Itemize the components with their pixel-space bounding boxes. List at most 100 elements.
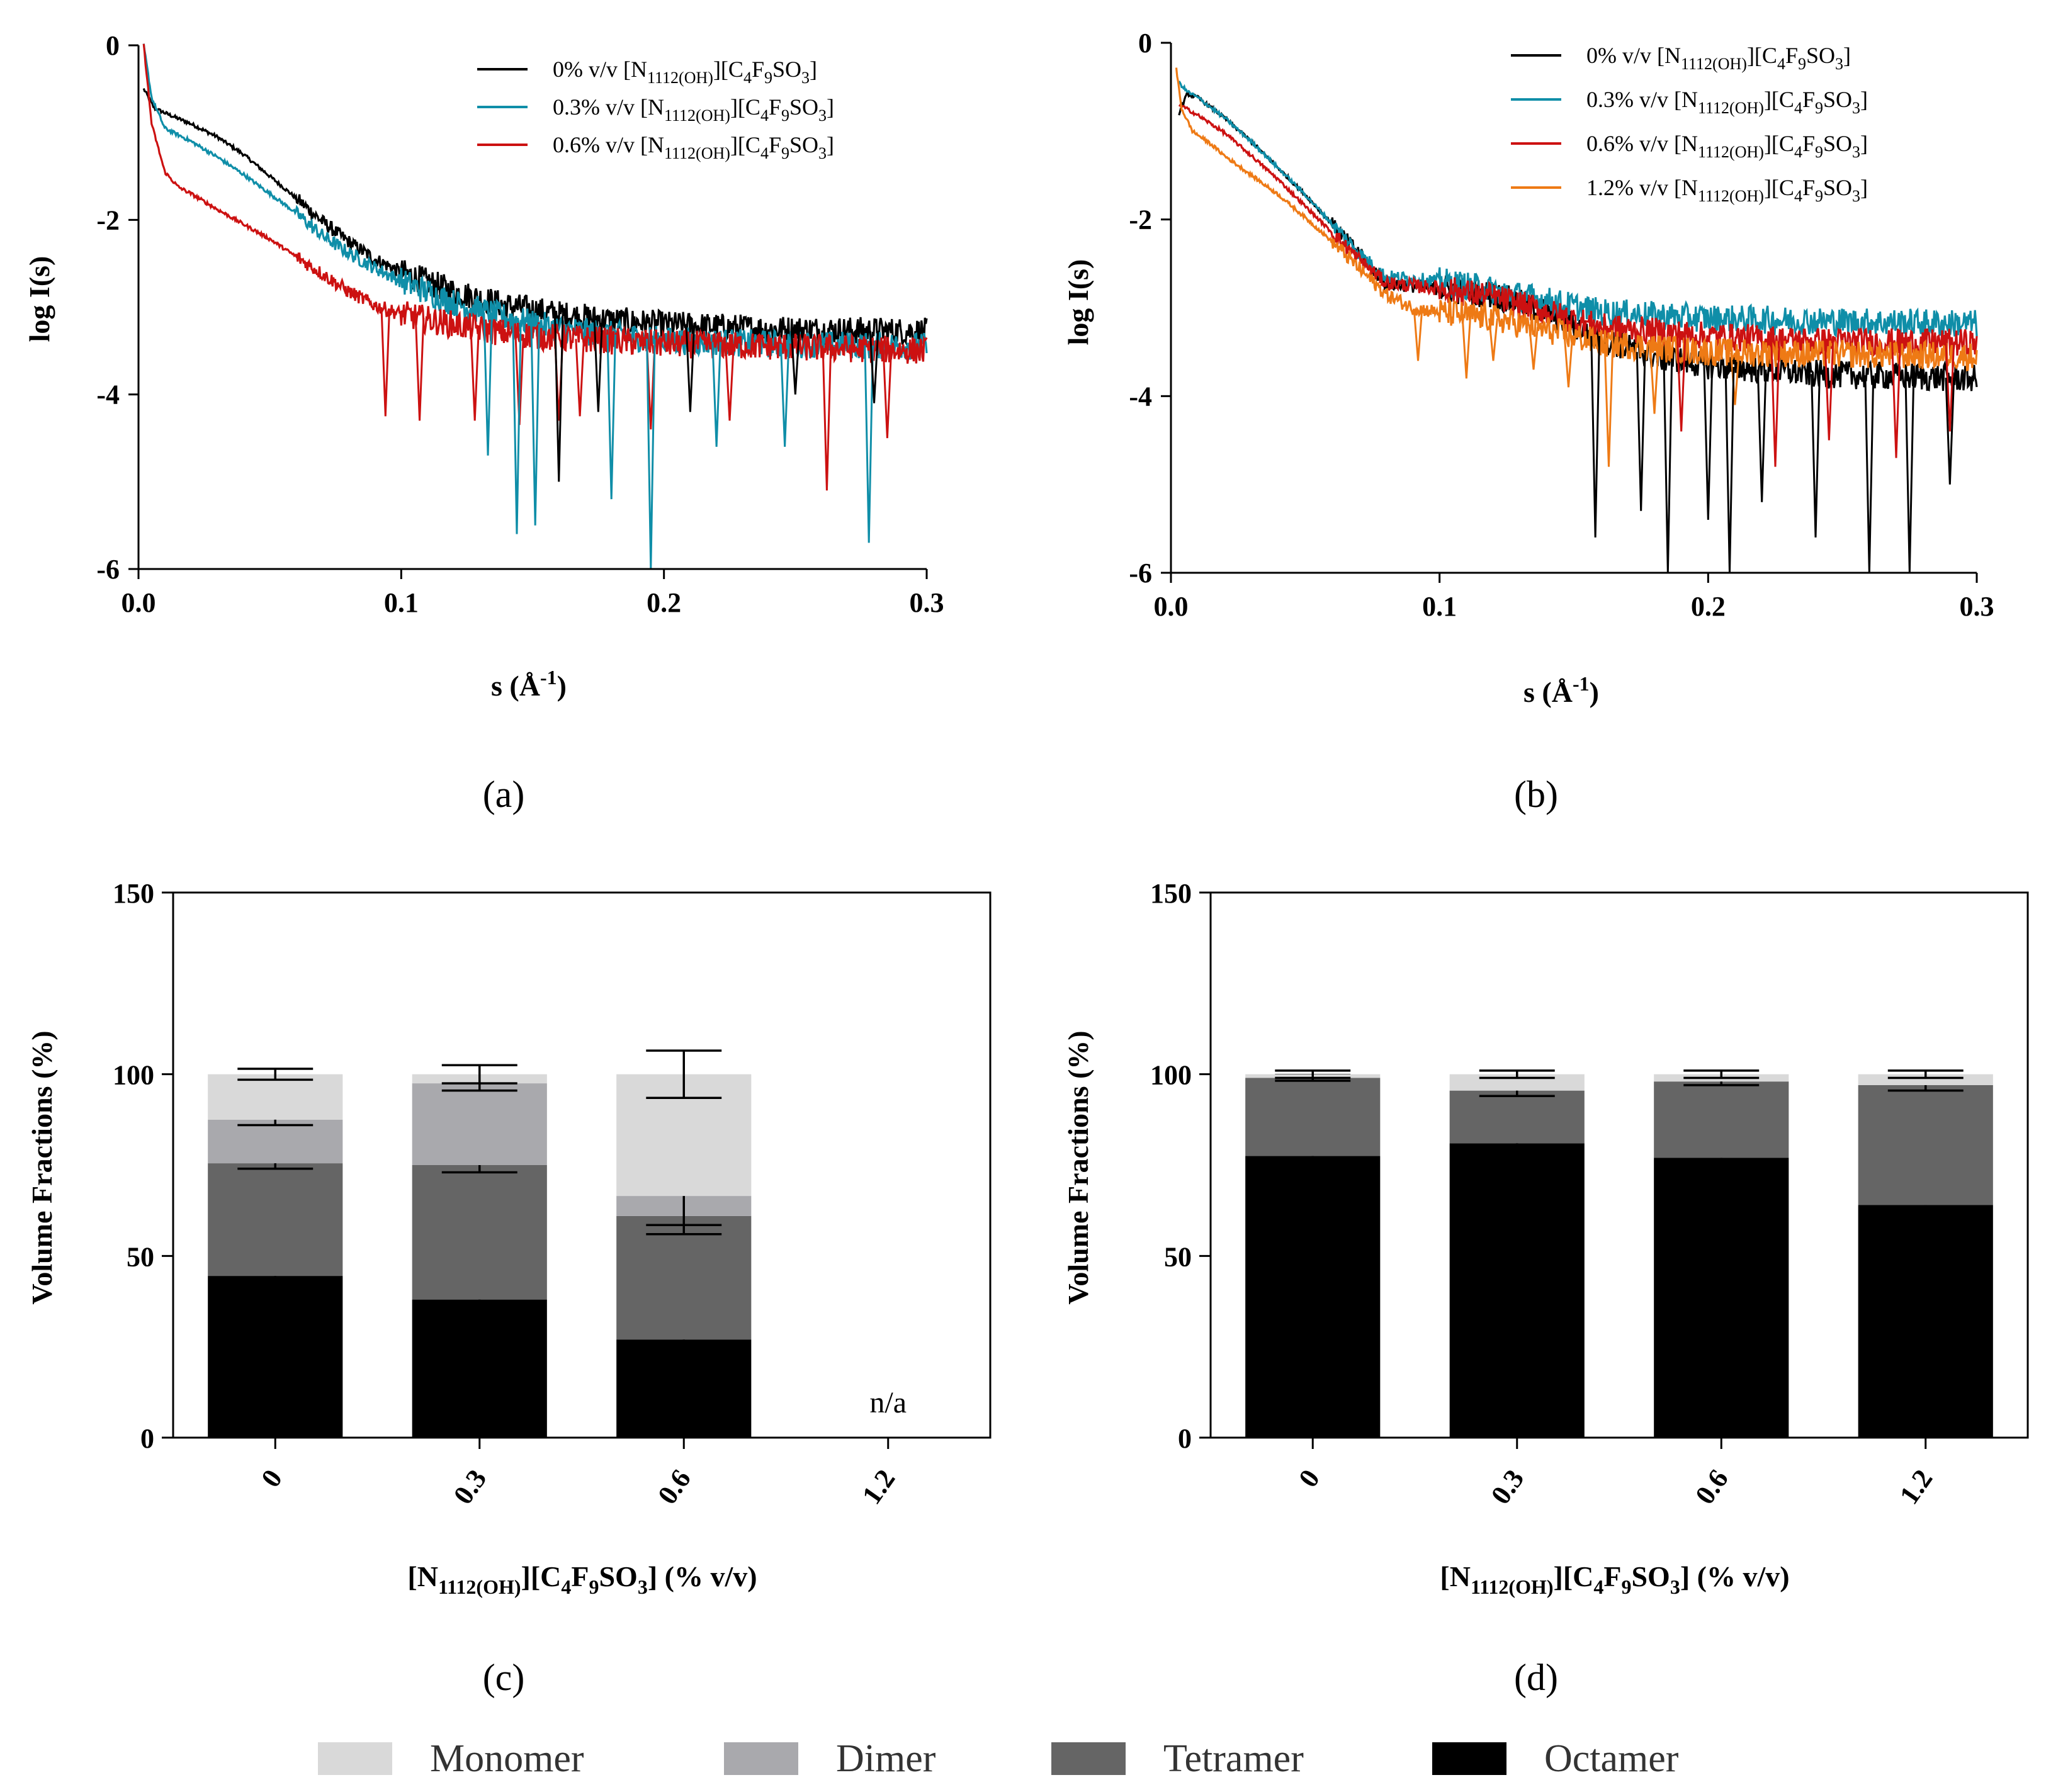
legend-swatch-dimer <box>724 1742 798 1775</box>
legend-entry: 0.3% v/v [N1112(OH)][C4F9SO3] <box>1586 87 1868 117</box>
bar-tetramer <box>412 1165 547 1300</box>
panel-c-label: (c) <box>483 1657 525 1698</box>
panel-d-xlabel: [N1112(OH)][C4F9SO3] (% v/v) <box>1440 1560 1789 1598</box>
noise-spike <box>685 325 696 412</box>
noise-spike <box>1824 341 1834 441</box>
noise-spike <box>1724 366 1735 573</box>
x-tick-label: 1.2 <box>856 1464 901 1510</box>
noise-spike <box>414 317 425 421</box>
x-tick-label: 0.6 <box>1689 1464 1734 1510</box>
noise-spike <box>882 349 893 439</box>
noise-spike <box>1945 378 1955 485</box>
legend-label-octamer: Octamer <box>1544 1737 1679 1780</box>
y-tick-label: 150 <box>1150 878 1192 909</box>
panel-d: 0 0.3 0.6 1.2 0 50 100 150 Volume Fractions (%)… <box>1062 878 2029 1698</box>
y-tick-label: -6 <box>96 554 120 585</box>
panel-d-ylabel: Volume Fractions (%) <box>1062 1030 1094 1304</box>
panel-b-ylabel: log I(s) <box>1062 259 1094 346</box>
legend-entry: 0.6% v/v [N1112(OH)][C4F9SO3] <box>1586 131 1868 161</box>
y-tick-label: -4 <box>1129 381 1152 412</box>
x-tick-label: 0.1 <box>384 587 419 618</box>
series-line-red <box>142 43 928 364</box>
noise-spike <box>553 314 564 482</box>
legend-label-dimer: Dimer <box>836 1737 936 1780</box>
panel-b-label: (b) <box>1514 774 1558 815</box>
noise-spike <box>864 345 874 543</box>
x-tick-label: 0.3 <box>1960 591 1994 622</box>
bar-tetramer <box>1245 1078 1381 1156</box>
noise-spike <box>606 334 616 500</box>
x-tick-label: 0.3 <box>448 1464 493 1510</box>
noise-spike <box>711 342 721 447</box>
y-tick-label: 100 <box>1150 1060 1192 1091</box>
y-tick-label: 50 <box>127 1241 154 1272</box>
noise-spike <box>1488 318 1498 361</box>
x-tick-label: 0 <box>1292 1464 1326 1493</box>
panel-d-label: (d) <box>1514 1657 1558 1698</box>
legend-entry: 0.6% v/v [N1112(OH)][C4F9SO3] <box>553 132 834 162</box>
x-tick-label: 0.0 <box>122 587 156 618</box>
noise-spike <box>1461 315 1472 379</box>
na-annotation: n/a <box>869 1386 907 1419</box>
x-tick-label: 0 <box>255 1464 288 1493</box>
legend-label-monomer: Monomer <box>430 1737 584 1780</box>
bar-dimer <box>412 1083 547 1165</box>
panel-b: 0 -2 -4 -60.0 0.1 0.2 0.3 log I(s) s (Å-1) (b)… <box>1062 28 1994 815</box>
noise-spike <box>822 347 832 491</box>
error-bar <box>1479 1069 1555 1079</box>
y-tick-label: -4 <box>96 380 120 410</box>
noise-spike <box>575 339 585 417</box>
x-tick-label: 0.0 <box>1154 591 1189 622</box>
bar-tetramer <box>1858 1085 1993 1205</box>
y-tick-label: -2 <box>96 205 120 235</box>
error-bar <box>1275 1069 1351 1079</box>
panel-b-legend: 0% v/v [N1112(OH)][C4F9SO3] 0.3% v/v [N11… <box>1511 43 1868 205</box>
bar-octamer <box>1245 1156 1381 1438</box>
x-tick-label: 0.2 <box>1691 591 1726 622</box>
plot-frame <box>172 891 992 1439</box>
bar-tetramer <box>616 1215 752 1340</box>
bar-octamer <box>412 1299 547 1438</box>
noise-spike <box>483 312 493 456</box>
x-tick-label: 0.3 <box>910 587 944 618</box>
noise-spike <box>779 344 790 447</box>
panel-a-xlabel: s (Å-1) <box>491 666 567 702</box>
error-bar <box>441 1064 517 1085</box>
noise-spike <box>470 328 480 421</box>
x-tick-label: 0.3 <box>1485 1464 1530 1510</box>
legend-swatch-tetramer <box>1051 1742 1126 1775</box>
x-tick-label: 0.6 <box>652 1464 697 1510</box>
panel-c: 0 0.3 0.6 1.2 n/a 0 50 100 150 Volume Fractions … <box>26 878 992 1698</box>
y-tick-label: 0 <box>106 30 120 61</box>
noise-spike <box>1636 352 1646 511</box>
noise-spike <box>530 324 540 526</box>
noise-spike <box>1676 334 1687 432</box>
bottom-legend: Monomer Dimer Tetramer Octamer <box>318 1737 1679 1780</box>
noise-spike <box>790 329 801 395</box>
panel-c-ylabel: Volume Fractions (%) <box>26 1030 58 1304</box>
noise-spike <box>1603 344 1614 467</box>
legend-entry: 0.3% v/v [N1112(OH)][C4F9SO3] <box>553 94 834 125</box>
noise-spike <box>1590 335 1601 538</box>
bar-tetramer <box>1654 1081 1789 1158</box>
bar-octamer <box>208 1276 343 1438</box>
legend-entry: 0% v/v [N1112(OH)][C4F9SO3] <box>1586 43 1851 73</box>
y-tick-label: -2 <box>1129 205 1152 235</box>
noise-spike <box>1663 358 1673 573</box>
legend-entry: 1.2% v/v [N1112(OH)][C4F9SO3] <box>1586 175 1868 205</box>
error-bar <box>237 1068 314 1081</box>
noise-spike <box>1413 308 1423 361</box>
panel-c-xlabel: [N1112(OH)][C4F9SO3] (% v/v) <box>407 1560 757 1598</box>
series-line-orange <box>1175 67 1978 372</box>
noise-spike <box>1756 369 1767 502</box>
noise-spike <box>869 330 879 403</box>
y-tick-label: 50 <box>1164 1241 1192 1272</box>
noise-spike <box>1529 327 1539 370</box>
x-tick-label: 1.2 <box>1894 1464 1939 1510</box>
noise-spike <box>1703 365 1714 520</box>
series-line-black <box>142 88 928 347</box>
noise-spike <box>1891 342 1901 458</box>
bar-tetramer <box>208 1163 343 1276</box>
noise-spike <box>1904 376 1915 573</box>
